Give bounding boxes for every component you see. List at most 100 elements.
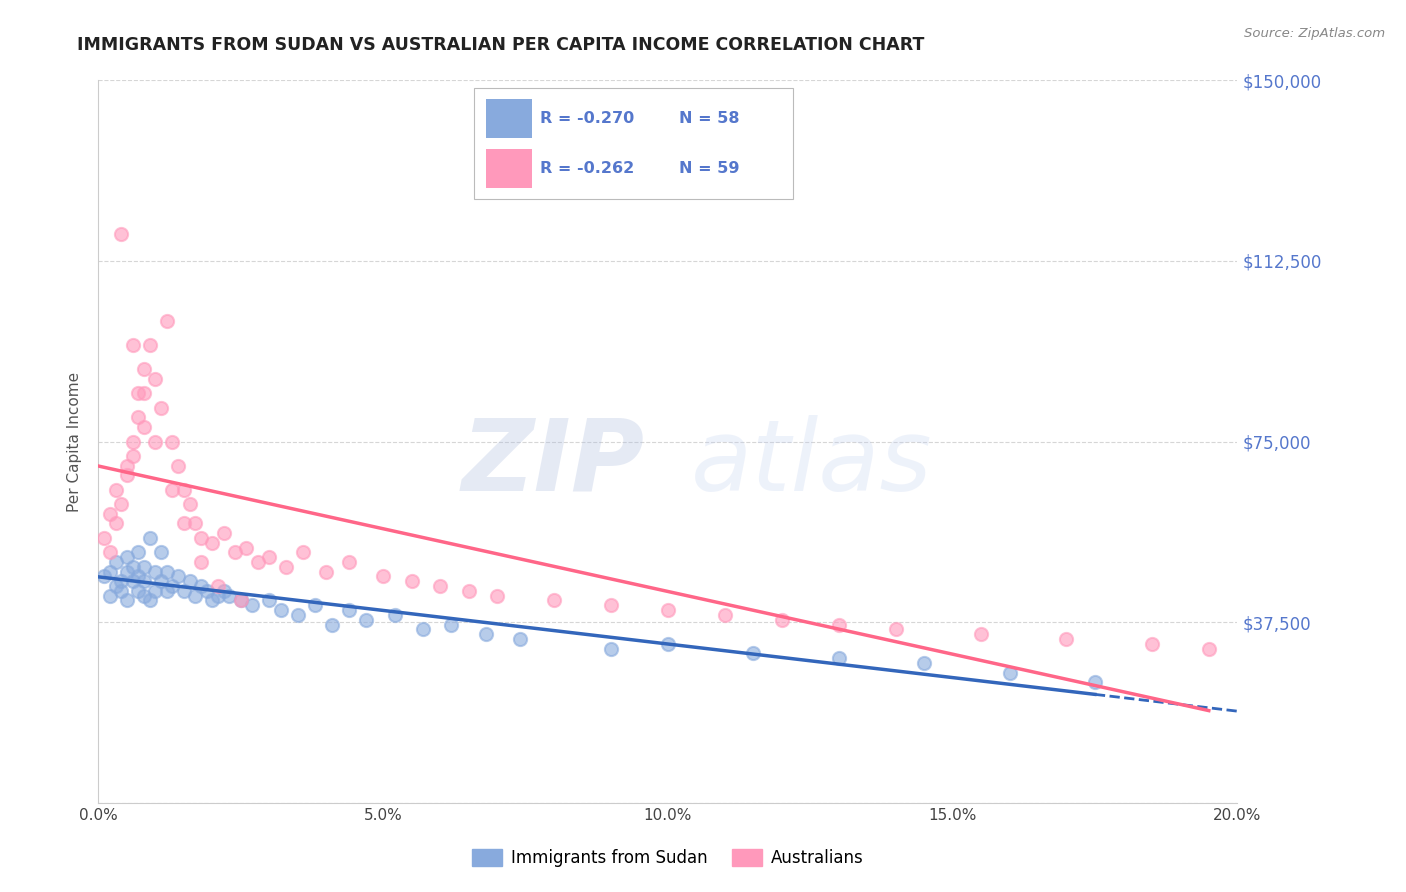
- Point: [93, 531, 115, 545]
- Point: [509, 632, 531, 646]
- Point: [184, 516, 207, 531]
- Point: [229, 593, 252, 607]
- Point: [259, 550, 281, 565]
- Y-axis label: Per Capita Income: Per Capita Income: [67, 371, 83, 512]
- Point: [132, 420, 155, 434]
- Point: [828, 651, 851, 665]
- Point: [98, 545, 121, 559]
- Point: [162, 434, 184, 449]
- Point: [127, 410, 149, 425]
- Point: [121, 574, 143, 589]
- Point: [287, 607, 309, 622]
- Point: [138, 338, 160, 352]
- Point: [321, 617, 343, 632]
- Point: [207, 589, 229, 603]
- Point: [179, 574, 201, 589]
- FancyBboxPatch shape: [474, 87, 793, 200]
- Point: [132, 559, 155, 574]
- Point: [912, 656, 935, 670]
- Point: [235, 541, 257, 555]
- FancyBboxPatch shape: [485, 149, 533, 187]
- Point: [884, 623, 907, 637]
- Text: N = 59: N = 59: [679, 161, 740, 176]
- Point: [212, 583, 235, 598]
- Point: [384, 607, 406, 622]
- Point: [190, 579, 212, 593]
- Point: [337, 603, 360, 617]
- Point: [121, 449, 143, 463]
- Point: [127, 569, 149, 583]
- Point: [657, 637, 679, 651]
- Point: [486, 589, 509, 603]
- Point: [246, 555, 269, 569]
- Point: [156, 583, 179, 598]
- Point: [110, 227, 132, 242]
- Point: [457, 583, 479, 598]
- Point: [412, 623, 434, 637]
- Point: [98, 565, 121, 579]
- Point: [145, 372, 167, 386]
- Point: [115, 458, 138, 473]
- Point: [742, 647, 765, 661]
- Point: [179, 497, 201, 511]
- Point: [429, 579, 451, 593]
- Point: [173, 583, 195, 598]
- Point: [224, 545, 246, 559]
- Point: [121, 338, 143, 352]
- Point: [270, 603, 292, 617]
- Text: R = -0.262: R = -0.262: [540, 161, 634, 176]
- Point: [1084, 675, 1107, 690]
- Point: [162, 579, 184, 593]
- Point: [1056, 632, 1078, 646]
- Point: [970, 627, 993, 641]
- Point: [110, 574, 132, 589]
- Point: [145, 583, 167, 598]
- Point: [150, 545, 173, 559]
- Point: [156, 314, 179, 328]
- Point: [770, 613, 793, 627]
- Point: [315, 565, 337, 579]
- Text: N = 58: N = 58: [679, 111, 740, 126]
- Point: [167, 569, 190, 583]
- Point: [115, 550, 138, 565]
- Point: [600, 599, 623, 613]
- Point: [138, 593, 160, 607]
- Point: [828, 617, 851, 632]
- Text: R = -0.270: R = -0.270: [540, 111, 634, 126]
- Point: [190, 555, 212, 569]
- Point: [259, 593, 281, 607]
- Point: [104, 555, 127, 569]
- Point: [1198, 641, 1220, 656]
- Point: [98, 589, 121, 603]
- Point: [104, 516, 127, 531]
- Point: [354, 613, 377, 627]
- Point: [401, 574, 423, 589]
- Point: [276, 559, 298, 574]
- Point: [115, 565, 138, 579]
- Point: [93, 569, 115, 583]
- Point: [127, 545, 149, 559]
- Point: [132, 574, 155, 589]
- Point: [201, 535, 224, 549]
- Text: ZIP: ZIP: [463, 415, 645, 512]
- Point: [1140, 637, 1163, 651]
- Point: [190, 531, 212, 545]
- Point: [201, 593, 224, 607]
- Point: [115, 593, 138, 607]
- Point: [145, 565, 167, 579]
- Point: [440, 617, 463, 632]
- Point: [167, 458, 190, 473]
- Point: [173, 516, 195, 531]
- Point: [132, 589, 155, 603]
- Point: [150, 574, 173, 589]
- Point: [150, 401, 173, 415]
- Point: [115, 468, 138, 483]
- Text: atlas: atlas: [690, 415, 932, 512]
- Point: [127, 386, 149, 401]
- Point: [162, 483, 184, 497]
- Point: [104, 579, 127, 593]
- FancyBboxPatch shape: [485, 99, 533, 137]
- Point: [110, 497, 132, 511]
- Point: [600, 641, 623, 656]
- Point: [714, 607, 737, 622]
